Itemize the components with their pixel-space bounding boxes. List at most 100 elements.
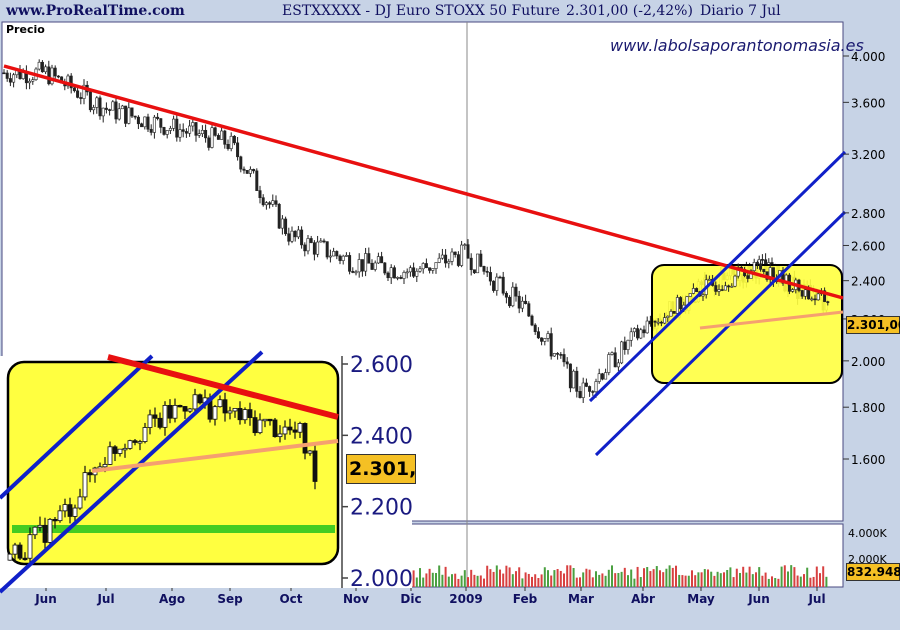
volume-bar — [806, 567, 809, 587]
volume-bar — [649, 571, 652, 587]
candle-body — [28, 80, 32, 84]
candle-body — [44, 66, 48, 73]
candle-body — [405, 271, 409, 274]
volume-bar — [438, 565, 441, 587]
candle-body — [188, 125, 192, 134]
highlight-candle-body — [791, 289, 795, 292]
watermark-link[interactable]: www.labolsaporantonomasia.es — [610, 36, 864, 55]
candle-body — [476, 253, 480, 274]
volume-bar — [787, 571, 789, 587]
candle-body — [495, 276, 499, 291]
highlight-candle-body — [800, 290, 804, 297]
volume-bar — [812, 576, 815, 587]
volume-bar — [515, 571, 517, 587]
candle-body — [5, 72, 9, 79]
candle-body — [271, 200, 275, 205]
inset-candle-body — [242, 409, 248, 421]
candle-body — [584, 382, 588, 387]
highlight-candle-body — [717, 289, 721, 292]
inset-candle-body — [292, 429, 298, 433]
candle-body — [386, 272, 390, 279]
channel-lower-line — [594, 210, 847, 457]
candle-body — [236, 142, 240, 158]
inset-tick-label: 2.200 — [350, 496, 413, 521]
candle-body — [370, 262, 374, 270]
volume-bar — [796, 575, 799, 587]
candle-body — [216, 135, 220, 140]
volume-bar — [671, 567, 674, 587]
volume-series — [409, 565, 828, 587]
candle-body — [82, 84, 86, 99]
volume-bar — [572, 567, 575, 587]
candle-body — [117, 108, 121, 120]
last-price-label: 2.301,00 — [846, 316, 900, 334]
candle-body — [552, 353, 556, 357]
highlight-candle-body — [666, 315, 670, 318]
highlight-candle-body — [669, 311, 673, 317]
highlight-candle-body — [691, 288, 695, 294]
highlight-candle-body — [656, 321, 660, 324]
inset-candle-body — [107, 446, 113, 465]
volume-tick-label: 2.000K — [848, 553, 887, 566]
candle-body — [140, 123, 144, 128]
time-tick-label: Oct — [279, 592, 302, 606]
volume-bar — [758, 567, 761, 587]
candle-body — [424, 263, 428, 268]
volume-bar — [415, 577, 418, 587]
candle-body — [245, 170, 249, 174]
inset-candle-body — [262, 418, 268, 422]
candle-body — [104, 107, 108, 110]
inset-candle-body — [122, 447, 128, 451]
candle-body — [367, 253, 371, 264]
time-tick-label: Jul — [96, 592, 114, 606]
candle-body — [210, 127, 214, 148]
inset-candle-body — [132, 440, 138, 443]
candle-body — [511, 286, 515, 307]
volume-bar — [803, 574, 805, 587]
highlight-candle-body — [688, 293, 692, 297]
candle-body — [274, 200, 278, 205]
candle-body — [88, 91, 92, 111]
candle-body — [293, 230, 297, 238]
highlight-candle-body — [762, 269, 766, 272]
volume-bar — [764, 572, 767, 587]
volume-bar — [691, 570, 693, 587]
candle-body — [450, 251, 454, 262]
site-link[interactable]: www.ProRealTime.com — [6, 3, 185, 19]
volume-tick-label: 4.000K — [848, 527, 887, 540]
candle-body — [760, 259, 764, 261]
candle-body — [642, 329, 646, 334]
inset-candle-body — [267, 418, 273, 422]
time-tick-label: Dic — [400, 592, 421, 606]
candle-body — [344, 255, 348, 257]
candle-body — [581, 382, 585, 398]
last-volume-label: 832.948 — [846, 563, 900, 581]
highlight-candle-body — [816, 293, 820, 301]
inset-candle-body — [147, 414, 153, 428]
candle-body — [629, 331, 633, 341]
candle-body — [146, 116, 150, 130]
volume-bar — [476, 575, 479, 587]
inset-candle-body — [297, 423, 303, 433]
time-tick-label: 2009 — [449, 592, 482, 606]
inset-candle-body — [287, 426, 293, 431]
volume-bar — [479, 575, 482, 587]
volume-bar — [659, 570, 661, 587]
volume-bar — [662, 572, 665, 587]
volume-bar — [563, 573, 565, 587]
highlight-candle-body — [701, 294, 705, 297]
inset-green-band — [12, 525, 335, 533]
volume-bar — [553, 570, 556, 587]
volume-bar — [444, 566, 447, 587]
volume-bar — [451, 574, 453, 587]
candle-body — [492, 280, 496, 291]
price-tick-label: 2.000 — [851, 355, 885, 369]
price-tick-label: 4.000 — [851, 50, 885, 64]
time-tick-label: Mar — [568, 592, 594, 606]
volume-bar — [639, 577, 642, 587]
volume-bar — [422, 577, 425, 587]
candle-body — [261, 197, 265, 206]
candle-body — [136, 116, 140, 125]
highlight-candle-body — [752, 262, 756, 271]
